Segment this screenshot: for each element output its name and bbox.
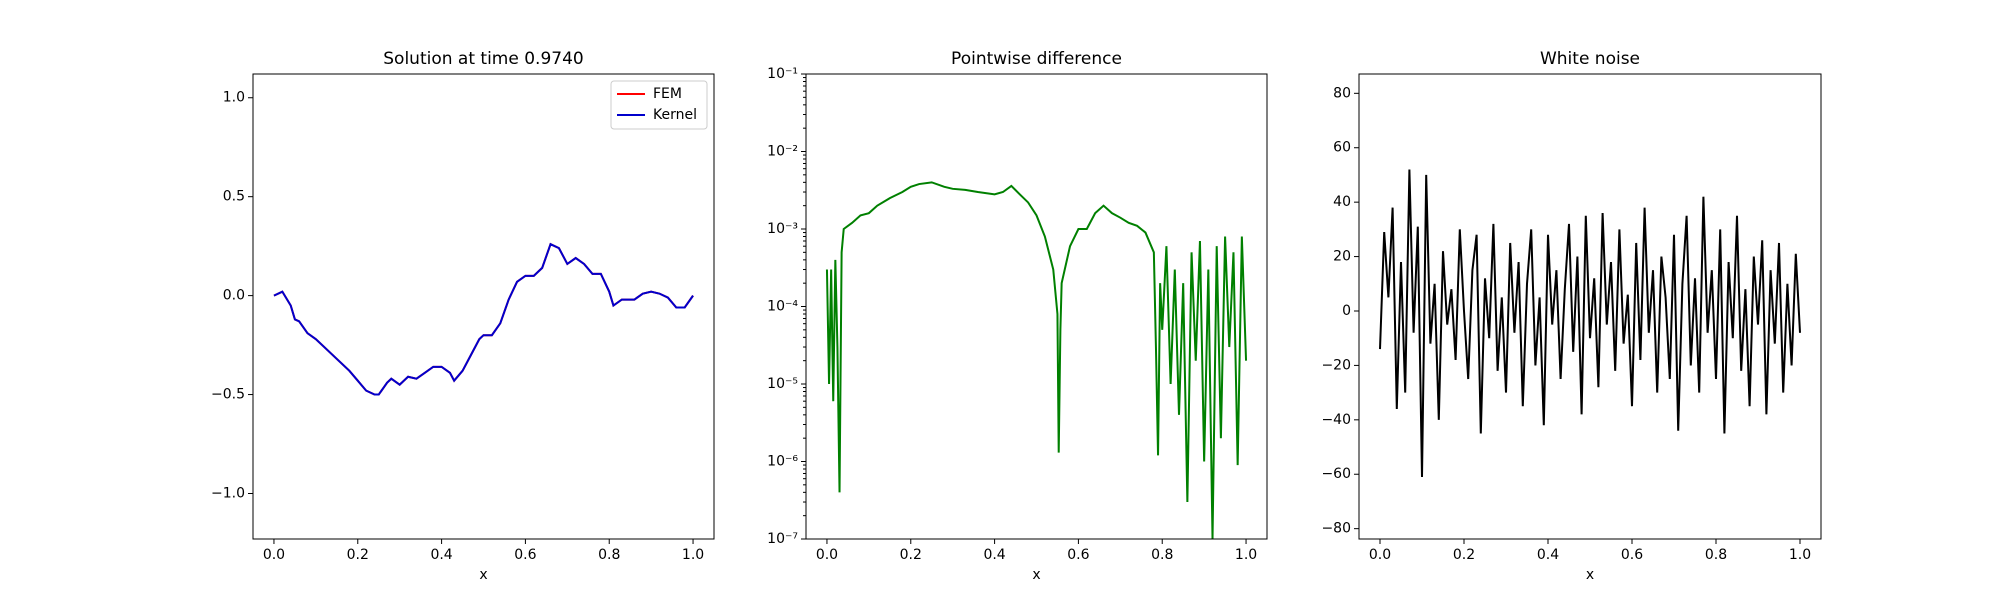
y-tick-label: 10⁻³ <box>767 221 798 237</box>
y-tick-label: −40 <box>1321 412 1351 428</box>
y-tick-label: 40 <box>1333 194 1351 210</box>
y-tick-label: −1.0 <box>211 485 245 501</box>
chart-title: White noise <box>1540 49 1640 69</box>
chart-title: Pointwise difference <box>951 49 1122 69</box>
y-tick-label: 0.0 <box>223 288 245 304</box>
x-tick-label: 1.0 <box>1235 547 1257 563</box>
x-tick-label: 1.0 <box>1789 547 1811 563</box>
x-tick-label: 0.6 <box>1621 547 1643 563</box>
y-tick-label: 10⁻⁴ <box>767 299 798 315</box>
y-tick-label: 10⁻⁵ <box>767 376 798 392</box>
x-tick-label: 1.0 <box>682 547 704 563</box>
y-tick-label: −0.5 <box>211 387 245 403</box>
y-tick-label: 10⁻¹ <box>767 66 798 82</box>
y-tick-label: 0.5 <box>223 189 245 205</box>
x-tick-label: 0.4 <box>430 547 452 563</box>
y-tick-label: 1.0 <box>223 90 245 106</box>
x-tick-label: 0.0 <box>816 547 838 563</box>
x-tick-label: 0.8 <box>1151 547 1173 563</box>
x-tick-label: 0.2 <box>1453 547 1475 563</box>
y-tick-label: 10⁻² <box>767 144 798 160</box>
y-tick-label: 0 <box>1342 303 1351 319</box>
x-tick-label: 0.0 <box>263 547 285 563</box>
legend-label: FEM <box>653 86 682 102</box>
legend-label: Kernel <box>653 107 697 123</box>
line-series <box>825 181 1248 539</box>
x-tick-label: 0.2 <box>347 547 369 563</box>
x-axis-label: x <box>1032 567 1040 583</box>
x-axis-label: x <box>1586 567 1594 583</box>
y-tick-label: −80 <box>1321 521 1351 537</box>
x-tick-label: 0.6 <box>1067 547 1089 563</box>
x-tick-label: 0.0 <box>1369 547 1391 563</box>
y-tick-label: 20 <box>1333 249 1351 265</box>
axes-frame <box>1358 73 1822 540</box>
x-axis-label: x <box>479 567 487 583</box>
x-tick-label: 0.8 <box>598 547 620 563</box>
line-series <box>273 242 694 396</box>
x-tick-label: 0.4 <box>1537 547 1559 563</box>
line-series <box>1379 169 1801 477</box>
y-tick-label: −60 <box>1321 466 1351 482</box>
chart-title: Solution at time 0.9740 <box>383 49 583 69</box>
y-tick-label: 10⁻⁶ <box>767 454 798 470</box>
y-tick-label: 10⁻⁷ <box>767 531 798 547</box>
line-series <box>273 242 694 396</box>
x-tick-label: 0.4 <box>983 547 1005 563</box>
x-tick-label: 0.6 <box>514 547 536 563</box>
y-tick-label: 80 <box>1333 85 1351 101</box>
x-tick-label: 0.8 <box>1705 547 1727 563</box>
y-tick-label: −20 <box>1321 357 1351 373</box>
axes-frame <box>252 73 715 540</box>
x-tick-label: 0.2 <box>900 547 922 563</box>
y-tick-label: 60 <box>1333 140 1351 156</box>
axes-frame <box>805 73 1268 540</box>
